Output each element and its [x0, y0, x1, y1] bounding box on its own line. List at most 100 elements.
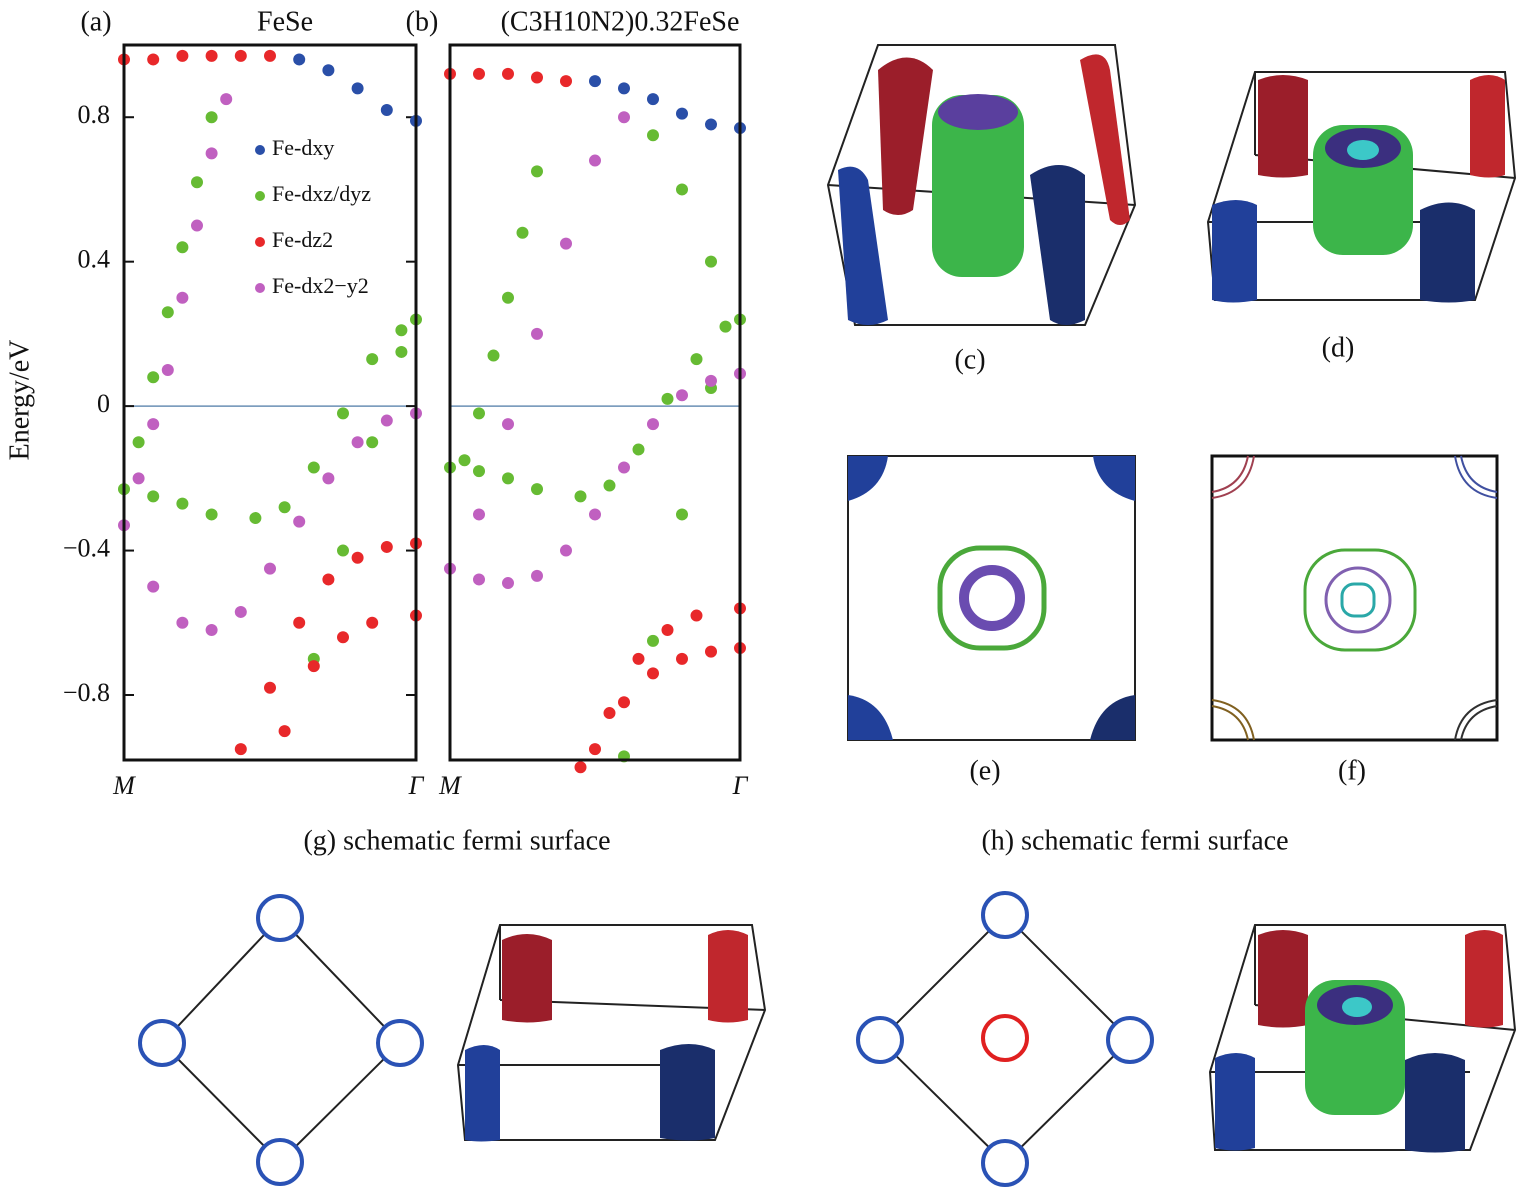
panel-label: (h) schematic fermi surface [981, 825, 1288, 856]
data-point [473, 465, 485, 478]
data-point [574, 490, 587, 503]
data-point [264, 49, 276, 62]
data-point [191, 176, 203, 189]
chart-title: (C3H10N2)0.32FeSe [501, 6, 740, 37]
data-point [603, 707, 616, 720]
data-point [502, 577, 514, 590]
data-point [278, 501, 291, 514]
data-point [293, 616, 306, 629]
data-point [618, 82, 630, 95]
x-tick-label: Γ [732, 771, 749, 800]
data-point [337, 544, 349, 557]
x-tick-label: M [112, 771, 136, 800]
data-point [676, 107, 688, 120]
data-point [351, 436, 364, 449]
data-point [147, 418, 160, 431]
data-point [205, 508, 218, 521]
data-point [502, 67, 514, 80]
data-point [249, 512, 262, 525]
data-point [366, 616, 379, 629]
legend-label: Fe-dz2 [272, 227, 333, 252]
data-point [618, 696, 630, 709]
fermi-surface-3d-d [1206, 71, 1517, 303]
data-point [205, 111, 218, 124]
data-point [337, 407, 349, 420]
data-point [705, 118, 717, 131]
panel-label: (d) [1322, 332, 1355, 363]
data-point [307, 461, 320, 474]
data-point [647, 667, 659, 680]
data-point [531, 327, 543, 340]
data-point [351, 82, 364, 95]
panel-label: (a) [80, 6, 111, 37]
data-point [589, 154, 601, 167]
legend-label: Fe-dxy [272, 135, 334, 160]
data-point [234, 743, 247, 756]
data-point [705, 645, 717, 658]
data-point [589, 75, 601, 88]
y-tick-label: −0.4 [63, 534, 110, 563]
chart-title: FeSe [257, 6, 313, 37]
data-point [661, 392, 674, 405]
data-point [516, 226, 529, 239]
data-point [603, 479, 616, 492]
data-point [502, 472, 514, 485]
data-point [322, 573, 335, 586]
data-point [502, 418, 514, 431]
data-point [395, 345, 408, 358]
panel-label: (e) [969, 755, 1000, 786]
x-tick-label: Γ [408, 771, 425, 800]
data-point [502, 291, 514, 304]
data-point [589, 743, 601, 756]
plot-frame [448, 43, 742, 762]
data-point [473, 407, 485, 420]
data-point [264, 681, 276, 694]
data-point [176, 497, 189, 510]
data-point [560, 544, 572, 557]
data-point [191, 219, 203, 232]
data-point [176, 291, 189, 304]
y-tick-label: −0.8 [63, 678, 110, 707]
data-point [176, 241, 189, 254]
data-point [531, 71, 543, 84]
data-point [473, 67, 485, 80]
data-point [705, 255, 717, 268]
data-point [366, 353, 379, 366]
data-point [661, 624, 674, 636]
data-point [647, 129, 659, 142]
plot-frame [122, 43, 418, 762]
data-point [176, 616, 189, 629]
fermi-surface-2d-e [847, 455, 1136, 741]
data-point [719, 320, 732, 333]
data-point [322, 64, 335, 77]
data-point [473, 508, 485, 521]
data-point [647, 93, 659, 106]
data-point [351, 551, 364, 564]
data-point [560, 237, 572, 250]
data-point [205, 624, 218, 636]
data-point [632, 443, 645, 456]
panel-label: (g) schematic fermi surface [303, 825, 610, 856]
data-point [632, 652, 645, 665]
data-point [293, 53, 306, 66]
legend-marker [255, 237, 265, 247]
data-point [293, 515, 306, 528]
data-point [531, 569, 543, 582]
data-point [473, 573, 485, 586]
data-point [380, 540, 393, 553]
data-point [205, 147, 218, 160]
data-point [676, 389, 688, 402]
y-tick-label: 0.4 [78, 245, 111, 274]
data-point [147, 580, 160, 593]
data-point [618, 111, 630, 124]
x-tick-label: M [438, 771, 462, 800]
data-point [458, 454, 471, 467]
panel-label: (f) [1338, 755, 1366, 786]
data-point [176, 49, 189, 62]
legend-label: Fe-dx2−y2 [272, 273, 369, 298]
legend-label: Fe-dxz/dyz [272, 181, 371, 206]
legend-marker [255, 145, 265, 155]
data-point [676, 508, 688, 521]
data-point [132, 472, 145, 485]
